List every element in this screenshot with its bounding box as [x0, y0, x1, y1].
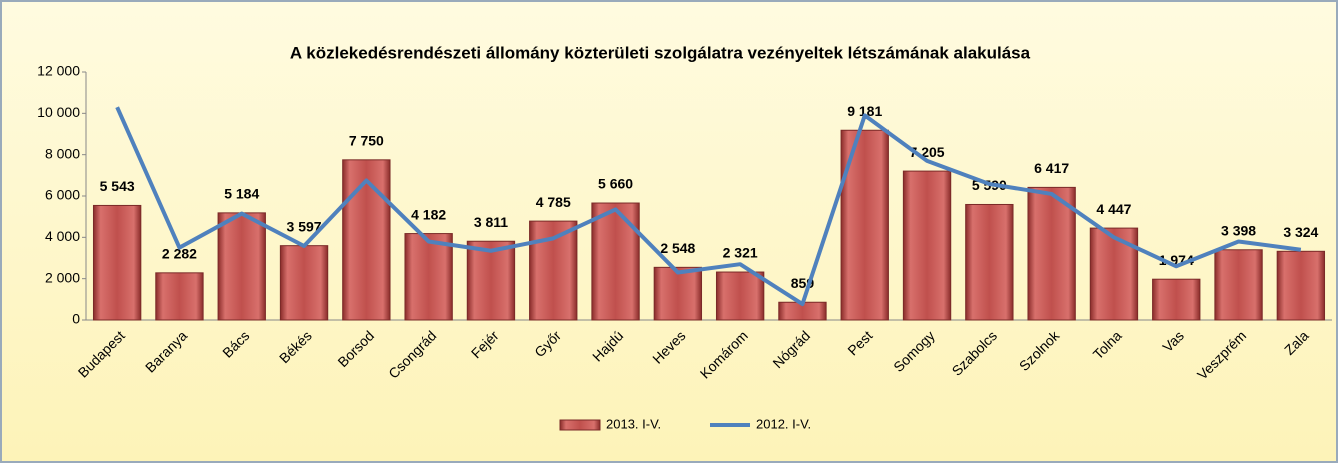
bar [653, 266, 703, 321]
legend-swatch [559, 419, 601, 431]
data-label: 2 548 [660, 240, 695, 256]
y-tick-label: 6 000 [45, 187, 80, 203]
bar [591, 202, 640, 321]
bar [840, 129, 889, 321]
y-tick-label: 8 000 [45, 145, 80, 161]
bar [902, 170, 952, 321]
bar [1214, 249, 1263, 321]
data-label: 3 398 [1221, 222, 1256, 238]
bar [404, 233, 453, 321]
bar [92, 204, 142, 321]
bar [217, 212, 266, 321]
legend-label: 2012. I-V. [756, 416, 811, 431]
bar [965, 203, 1014, 321]
bar [466, 240, 516, 321]
data-label: 5 543 [100, 178, 135, 194]
data-label: 7 750 [349, 133, 384, 149]
data-label: 3 597 [287, 218, 322, 234]
bar [279, 245, 329, 321]
data-label: 5 184 [224, 186, 259, 202]
y-tick-label: 4 000 [45, 228, 80, 244]
y-tick-label: 2 000 [45, 269, 80, 285]
y-tick-label: 0 [72, 311, 80, 327]
data-label: 2 321 [723, 245, 758, 261]
data-label: 9 181 [847, 103, 882, 119]
y-tick-label: 10 000 [37, 104, 80, 120]
bar [1027, 186, 1076, 321]
bar [1152, 278, 1201, 321]
data-label: 4 182 [411, 206, 446, 222]
chart-title: A közlekedésrendészeti állomány közterül… [290, 43, 1031, 62]
line-series [115, 106, 1302, 307]
bar [1089, 227, 1139, 321]
bar [529, 220, 578, 321]
legend-label: 2013. I-V. [606, 416, 661, 431]
data-label: 5 660 [598, 176, 633, 192]
data-label: 4 447 [1096, 201, 1131, 217]
data-label: 3 811 [474, 214, 508, 230]
bar [715, 271, 765, 321]
y-tick-label: 12 000 [37, 63, 80, 79]
data-label: 2 282 [162, 246, 197, 262]
bar [1276, 250, 1326, 321]
data-label: 6 417 [1034, 160, 1069, 176]
data-label: 4 785 [536, 194, 571, 210]
bar [155, 272, 204, 321]
data-label: 3 324 [1283, 224, 1318, 240]
bar [342, 159, 391, 321]
